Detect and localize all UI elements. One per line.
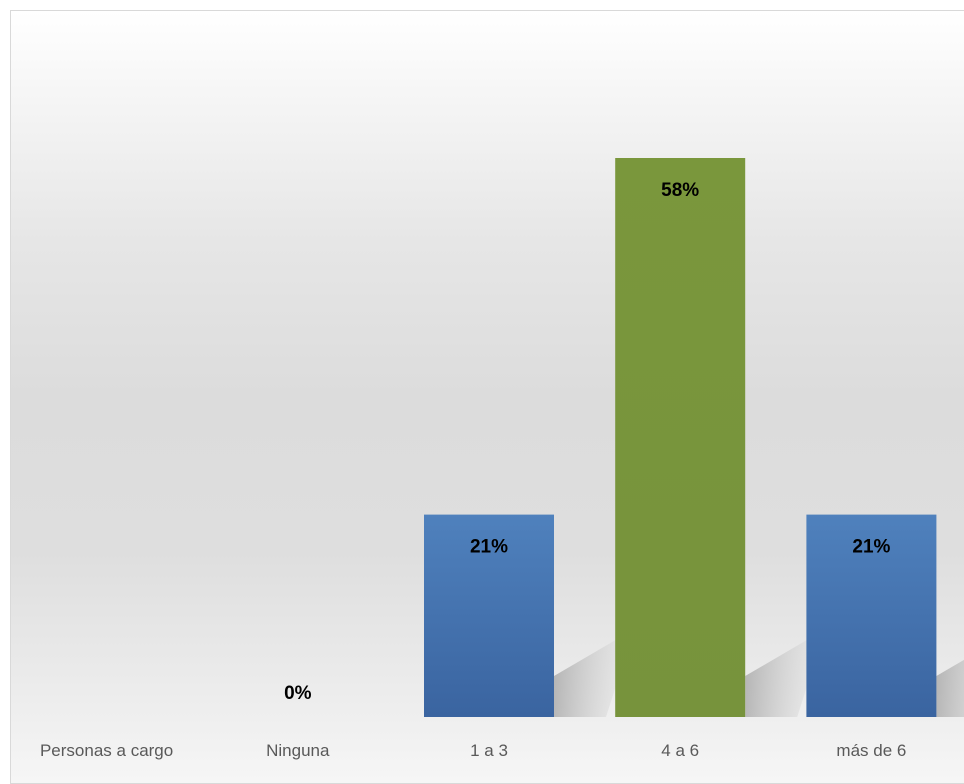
data-label-mas-de-6: 21% — [852, 537, 890, 558]
x-tick-label-1-a-3: 1 a 3 — [470, 741, 508, 760]
bar-shadow-mas-de-6 — [936, 659, 964, 717]
x-tick-label-personas-a-cargo: Personas a cargo — [40, 741, 173, 760]
x-tick-label-mas-de-6: más de 6 — [836, 741, 906, 760]
data-label-1-a-3: 21% — [470, 537, 508, 558]
data-label-ninguna: 0% — [284, 683, 312, 704]
x-tick-label-4-a-6: 4 a 6 — [661, 741, 699, 760]
bar-chart: Personas a cargo Ninguna 0% 1 a 3 21% 4 a 6 58… — [40, 158, 964, 760]
chart-frame: Personas a cargo Ninguna 0% 1 a 3 21% 4 a 6 58… — [10, 10, 964, 784]
data-label-4-a-6: 58% — [661, 180, 699, 201]
x-tick-label-ninguna: Ninguna — [266, 741, 330, 760]
bar-mas-de-6 — [806, 514, 937, 717]
bar-4-a-6 — [615, 158, 746, 717]
bar-1-a-3 — [424, 514, 554, 717]
bar-shadow-4-a-6 — [745, 629, 826, 717]
bar-shadow-1-a-3 — [554, 629, 634, 717]
